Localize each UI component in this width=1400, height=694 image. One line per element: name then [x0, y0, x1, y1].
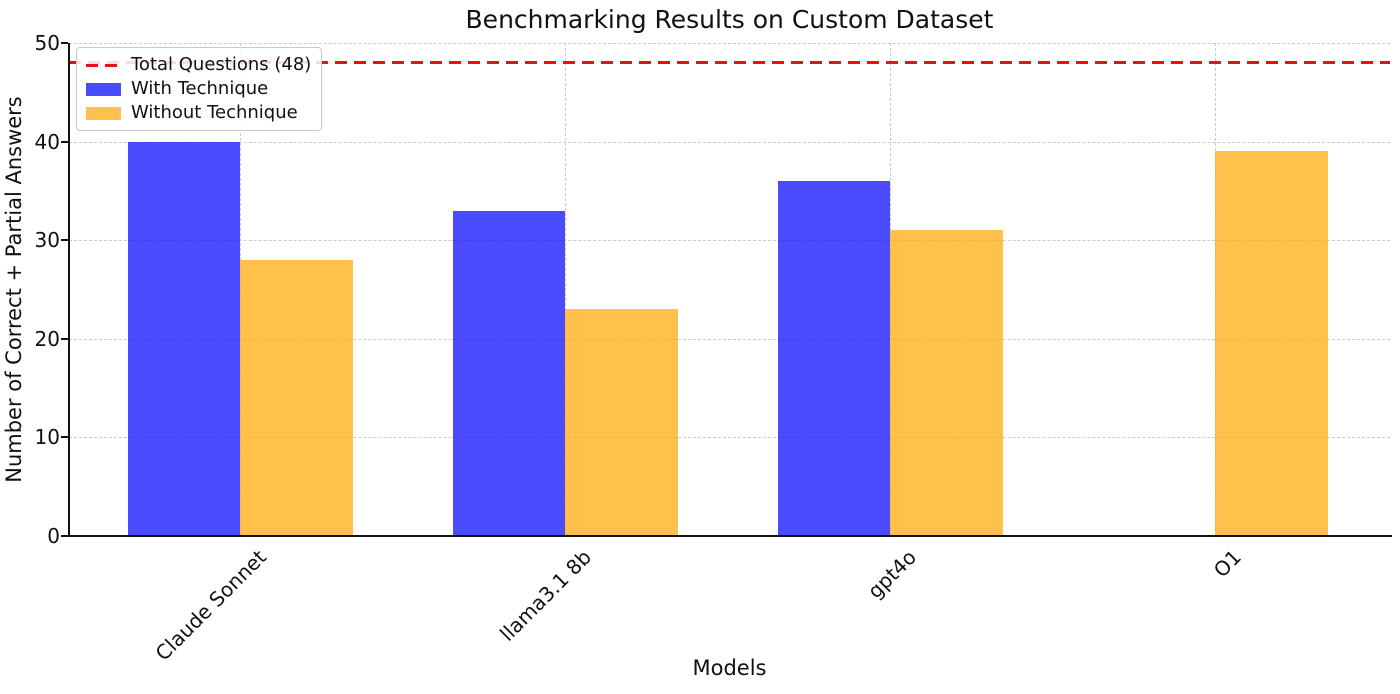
- bar-without-technique-llama3-1-8b: [565, 309, 678, 536]
- y-tick-mark-40: [61, 140, 68, 143]
- bar-without-technique-o1: [1215, 151, 1328, 536]
- y-tick-mark-50: [61, 42, 68, 44]
- y-tick-label-50: 50: [34, 31, 60, 55]
- bar-with-technique-claude-sonnet: [127, 141, 240, 536]
- plot-area: [69, 43, 1390, 536]
- y-tick-label-0: 0: [47, 524, 60, 548]
- y-tick-mark-0: [61, 535, 68, 537]
- y-tick-label-30: 30: [34, 228, 60, 253]
- legend-item-total-questions: Total Questions (48): [86, 53, 311, 77]
- legend-label: Total Questions (48): [131, 54, 312, 75]
- h-gridline-50: [69, 43, 1390, 44]
- legend-item-with-technique: With Technique: [86, 77, 311, 101]
- bar-without-technique-gpt4o: [890, 230, 1003, 536]
- y-tick-mark-30: [61, 239, 68, 242]
- h-gridline-10: [69, 437, 1390, 439]
- y-tick-label-20: 20: [34, 326, 60, 351]
- orange-swatch: [86, 106, 121, 120]
- y-axis-spine: [68, 43, 70, 537]
- h-gridline-30: [69, 240, 1390, 242]
- legend-label: Without Technique: [131, 102, 298, 123]
- v-gridline-llama3-1-8b: [565, 43, 566, 536]
- y-tick-label-40: 40: [34, 129, 60, 154]
- y-tick-mark-20: [61, 337, 68, 340]
- bar-with-technique-llama3-1-8b: [452, 210, 565, 536]
- h-gridline-20: [69, 338, 1390, 340]
- blue-swatch: [86, 82, 121, 96]
- dashed-line-sample: [86, 63, 121, 67]
- x-axis-label: Models: [692, 656, 767, 680]
- legend: Total Questions (48) With Technique With…: [76, 47, 323, 131]
- y-tick-mark-10: [61, 436, 68, 439]
- legend-item-without-technique: Without Technique: [86, 101, 311, 125]
- y-tick-label-10: 10: [34, 425, 60, 450]
- h-gridline-40: [69, 141, 1390, 143]
- y-axis-label: Number of Correct + Partial Answers: [2, 96, 26, 483]
- x-axis-spine: [68, 535, 1392, 537]
- bar-without-technique-claude-sonnet: [240, 259, 353, 536]
- bar-with-technique-gpt4o: [777, 181, 890, 536]
- reference-line: [69, 61, 1390, 65]
- chart-title: Benchmarking Results on Custom Dataset: [465, 5, 994, 34]
- legend-label: With Technique: [131, 78, 269, 99]
